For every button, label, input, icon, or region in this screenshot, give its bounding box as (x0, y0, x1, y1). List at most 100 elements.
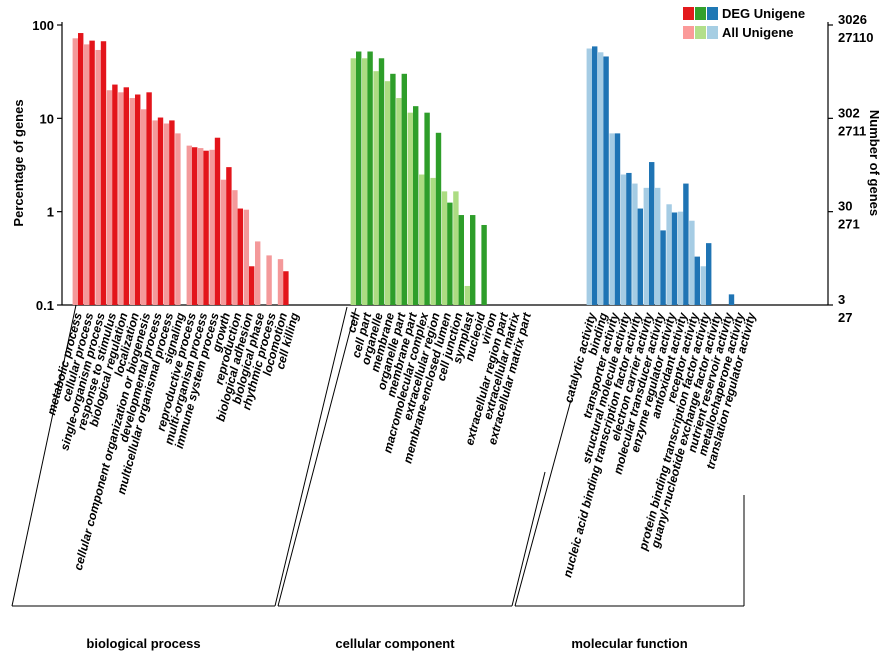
bar-all-unigene (84, 44, 90, 306)
bar-all-unigene (95, 49, 101, 306)
bar-deg-unigene (435, 132, 442, 305)
bar-all-unigene (209, 149, 215, 305)
bar-all-unigene (141, 109, 147, 306)
bar-deg-unigene (603, 56, 609, 305)
group-bracket-left (11, 304, 77, 607)
bar-deg-unigene (390, 73, 396, 305)
group-bracket-left (277, 307, 357, 607)
bar-deg-unigene (214, 137, 221, 305)
bar-all-unigene (620, 174, 627, 305)
bar-deg-unigene (413, 106, 419, 305)
bar-all-unigene (464, 285, 470, 305)
legend-deg-label: DEG Unigene (722, 6, 805, 21)
group-bracket-right (274, 306, 348, 607)
y2-tick-label-bottom: 27 (838, 310, 852, 325)
bar-deg-unigene (89, 40, 95, 305)
bar-deg-unigene (378, 58, 385, 305)
bar-all-unigene (175, 133, 181, 305)
bar-deg-unigene (683, 183, 689, 305)
bar-deg-unigene (424, 112, 430, 305)
bar-all-unigene (277, 259, 284, 305)
y2-tick-label-top: 3026 (838, 12, 867, 27)
bar-all-unigene (430, 177, 436, 305)
bar-deg-unigene (192, 147, 198, 305)
y2-tick-label-top: 3 (838, 292, 845, 307)
bar-deg-unigene (694, 256, 700, 305)
legend-all-label: All Unigene (722, 25, 794, 40)
bar-all-unigene (643, 187, 649, 305)
y2-tick-label-bottom: 27110 (838, 30, 873, 45)
group-label: biological process (86, 636, 200, 651)
bar-all-unigene (407, 112, 413, 305)
legend-deg-swatch-blue (707, 7, 718, 20)
bar-all-unigene (220, 179, 227, 305)
bar-deg-unigene (283, 271, 289, 305)
bar-all-unigene (129, 98, 135, 306)
bar-all-unigene (655, 187, 661, 305)
bar-all-unigene (232, 190, 238, 305)
bar-deg-unigene (237, 208, 243, 305)
bar-deg-unigene (203, 150, 209, 305)
legend: DEG Unigene All Unigene (683, 6, 805, 40)
bar-deg-unigene (100, 41, 107, 305)
bar-deg-unigene (157, 117, 164, 306)
bar-deg-unigene (249, 266, 255, 305)
group-label: molecular function (571, 636, 687, 651)
y2-tick-label-bottom: 2711 (838, 123, 866, 138)
y-tick-label: 1 (47, 205, 54, 220)
bar-deg-unigene (626, 172, 632, 305)
bar-deg-unigene (728, 294, 735, 305)
bar-all-unigene (373, 71, 379, 305)
bar-deg-unigene (135, 94, 141, 305)
bar-deg-unigene (356, 51, 362, 306)
legend-deg-swatch-green (695, 7, 706, 20)
bar-all-unigene (441, 191, 448, 305)
y-tick-label: 100 (32, 18, 54, 33)
bar-all-unigene (152, 120, 158, 305)
bar-deg-unigene (146, 92, 152, 305)
y-tick-label: 10 (40, 111, 54, 126)
bar-all-unigene (700, 266, 706, 305)
bar-all-unigene (266, 255, 272, 305)
bar-deg-unigene (481, 224, 487, 305)
y2-tick-label-bottom: 271 (838, 217, 860, 232)
y2-tick-label-top: 302 (838, 105, 860, 120)
bar-all-unigene (118, 92, 124, 305)
legend-deg-swatch-red (683, 7, 694, 20)
y2-axis-title: Number of genes (867, 110, 882, 216)
bar-all-unigene (598, 52, 604, 305)
bar-deg-unigene (671, 212, 678, 305)
y-axis-title: Percentage of genes (11, 99, 26, 226)
bar-all-unigene (255, 241, 261, 305)
y2-tick-label-top: 30 (838, 199, 852, 214)
bar-deg-unigene (592, 46, 598, 305)
legend-all-swatch-blue (707, 26, 718, 39)
legend-all-swatch-red (683, 26, 694, 39)
bar-deg-unigene (614, 133, 621, 305)
category-label: cell (344, 311, 363, 335)
bar-all-unigene (632, 183, 638, 305)
bar-all-unigene (586, 48, 592, 306)
bar-deg-unigene (660, 230, 666, 305)
bar-all-unigene (243, 209, 249, 305)
bar-all-unigene (186, 145, 192, 305)
bar-deg-unigene (458, 215, 464, 305)
bar-all-unigene (396, 98, 402, 306)
bar-all-unigene (384, 81, 391, 306)
bar-deg-unigene (401, 73, 407, 305)
bar-deg-unigene (367, 51, 373, 306)
y-tick-label: 0.1 (36, 298, 54, 313)
bar-all-unigene (677, 211, 684, 305)
bar-all-unigene (666, 204, 672, 305)
bar-deg-unigene (470, 215, 476, 305)
bar-all-unigene (72, 38, 78, 305)
bar-all-unigene (106, 90, 113, 305)
bar-deg-unigene (112, 84, 118, 305)
bar-all-unigene (453, 191, 459, 305)
bar-deg-unigene (637, 208, 643, 305)
bars-layer (72, 33, 735, 306)
group-bracket-right (511, 471, 546, 607)
bar-all-unigene (362, 58, 368, 305)
